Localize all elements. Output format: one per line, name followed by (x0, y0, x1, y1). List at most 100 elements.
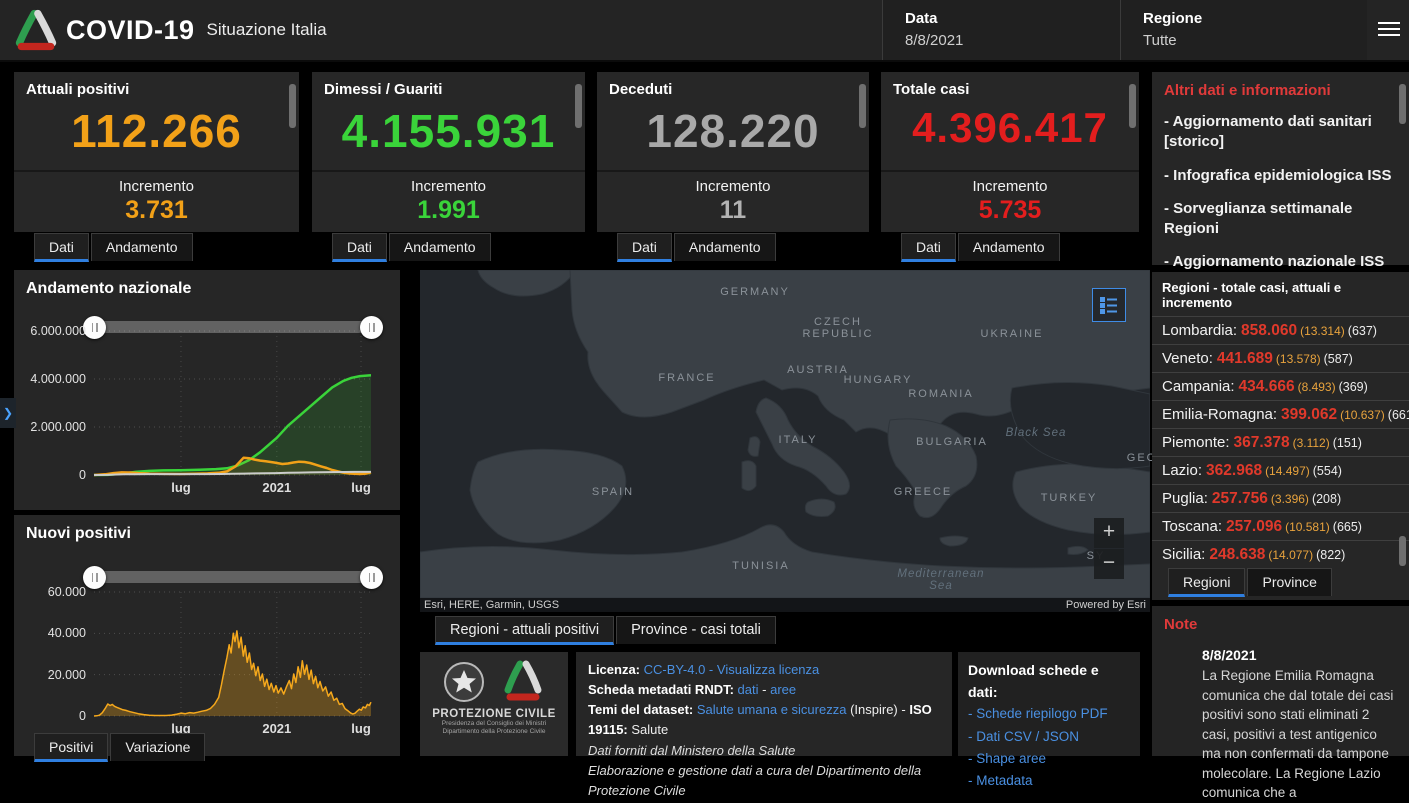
tab-andamento[interactable]: Andamento (90, 233, 193, 261)
card1-tabs: Dati Andamento (34, 233, 195, 263)
tab-positivi[interactable]: Positivi (34, 733, 109, 762)
region-name: Toscana: (1162, 518, 1223, 535)
card-totale-casi: Totale casi 4.396.417 Incremento 5.735 (881, 72, 1139, 232)
iso-value: Salute (631, 722, 669, 738)
rndt-aree-link[interactable]: aree (770, 682, 797, 698)
tab-andamento[interactable]: Andamento (673, 233, 776, 261)
temi-link[interactable]: Salute umana e sicurezza (696, 702, 847, 718)
time-slider-handle-right[interactable] (360, 316, 383, 339)
scrollbar-thumb[interactable] (859, 84, 866, 128)
card-increment-section: Incremento 3.731 (14, 170, 299, 232)
increment-label: Incremento (118, 178, 195, 195)
time-slider-handle-left[interactable] (83, 316, 106, 339)
card3-tabs: Dati Andamento (617, 233, 778, 263)
layer-list-icon[interactable] (1092, 288, 1126, 322)
link-aggiornamento-dati-sanitari[interactable]: - Aggiornamento dati sanitari [storico] (1164, 113, 1372, 151)
link-sorveglianza-regioni[interactable]: - Sorveglianza settimanale Regioni (1164, 199, 1353, 237)
region-name: Lombardia: (1162, 322, 1238, 339)
country-label: TURKEY (1040, 492, 1098, 504)
map-canvas (419, 269, 1151, 599)
time-slider-handle-right[interactable] (360, 566, 383, 589)
scrollbar-thumb[interactable] (1399, 536, 1406, 566)
tab-andamento[interactable]: Andamento (957, 233, 1060, 261)
download-metadata-link[interactable]: - Metadata (968, 773, 1033, 789)
increment-label: Incremento (972, 178, 1048, 195)
scrollbar-thumb[interactable] (1399, 84, 1406, 124)
country-label: HUNGARY (843, 374, 913, 386)
tab-dati[interactable]: Dati (901, 233, 956, 262)
tab-dati[interactable]: Dati (617, 233, 672, 262)
card-value: 4.396.417 (912, 104, 1108, 151)
menu-icon[interactable] (1378, 18, 1402, 42)
region-selector[interactable]: Regione Tutte (1120, 0, 1367, 60)
view-license-link[interactable]: Visualizza licenza (716, 662, 820, 677)
region-row[interactable]: Lombardia: 858.060 (13.314) (637) (1152, 316, 1409, 344)
date-selector[interactable]: Data 8/8/2021 (882, 0, 1120, 60)
region-name: Campania: (1162, 378, 1235, 395)
tab-map-regioni[interactable]: Regioni - attuali positivi (435, 616, 615, 645)
region-total: 257.756 (1211, 490, 1268, 507)
increment-value: 3.731 (125, 196, 188, 224)
logo-title: PROTEZIONE CIVILE (432, 708, 556, 720)
separator: - (708, 662, 714, 677)
region-attuali: (8.493) (1297, 380, 1336, 394)
tab-dati[interactable]: Dati (332, 233, 387, 262)
nuovi-positivi-panel: Nuovi positivi 60.000 40.000 20.000 0 lug 202… (14, 515, 400, 756)
scrollbar-thumb[interactable] (1129, 84, 1136, 128)
card-value: 112.266 (71, 105, 242, 157)
scrollbar-thumb[interactable] (575, 84, 582, 128)
region-row[interactable]: Puglia: 257.756 (3.396) (208) (1152, 484, 1409, 512)
y-axis-tick-label: 4.000.000 (30, 372, 86, 386)
increment-label: Incremento (410, 178, 487, 195)
country-label: TUNISIA (732, 560, 790, 572)
country-label: GREECE (893, 486, 953, 498)
zoom-in-button[interactable]: + (1094, 518, 1124, 548)
country-label: ROMANIA (908, 388, 974, 400)
rndt-dati-link[interactable]: dati (737, 682, 759, 698)
europe-map[interactable]: GERMANY CZECH REPUBLIC UKRAINE AUSTRIA HUNGA… (419, 269, 1155, 612)
license-link[interactable]: CC-BY-4.0 (643, 662, 706, 677)
region-increment: (587) (1323, 352, 1353, 366)
region-row[interactable]: Piemonte: 367.378 (3.112) (151) (1152, 428, 1409, 456)
scrollbar-thumb[interactable] (289, 84, 296, 128)
tab-variazione[interactable]: Variazione (110, 733, 206, 761)
region-attuali: (10.581) (1285, 520, 1330, 534)
region-value: Tutte (1143, 32, 1177, 49)
expand-panel-chevron-icon[interactable]: ❯ (0, 398, 16, 428)
country-label: UKRAINE (980, 328, 1044, 340)
tab-map-province[interactable]: Province - casi totali (616, 616, 776, 644)
region-row[interactable]: Lazio: 362.968 (14.497) (554) (1152, 456, 1409, 484)
time-slider-handle-left[interactable] (83, 566, 106, 589)
time-slider-track[interactable] (94, 571, 371, 583)
download-pdf-link[interactable]: - Schede riepilogo PDF (968, 706, 1108, 722)
increment-value: 11 (719, 196, 747, 224)
region-row[interactable]: Emilia-Romagna:399.062(10.637)(661) (1152, 400, 1409, 428)
tab-province[interactable]: Province (1247, 568, 1332, 596)
zoom-out-button[interactable]: − (1094, 549, 1124, 579)
card4-tabs: Dati Andamento (901, 233, 1062, 263)
nuovi-positivi-chart (93, 591, 372, 717)
country-label: FRANCE (658, 372, 716, 384)
note-date: 8/8/2021 (1202, 647, 1257, 663)
tab-andamento[interactable]: Andamento (388, 233, 491, 261)
region-attuali: (3.396) (1270, 492, 1309, 506)
iso-label: ISO 19115: (588, 702, 932, 738)
nuovi-positivi-tabs: Positivi Variazione (34, 733, 207, 763)
download-csv-json-link[interactable]: - Dati CSV / JSON (968, 728, 1080, 744)
tab-regioni[interactable]: Regioni (1168, 568, 1246, 597)
card-attuali-positivi: Attuali positivi 112.266 Incremento 3.73… (14, 72, 299, 232)
region-total: 367.378 (1233, 434, 1290, 451)
region-total: 362.968 (1206, 462, 1263, 479)
link-aggiornamento-nazionale-iss[interactable]: - Aggiornamento nazionale ISS (1164, 253, 1385, 271)
download-shape-link[interactable]: - Shape aree (968, 750, 1047, 766)
time-slider-track[interactable] (94, 321, 371, 333)
logo-subtitle-1: Presidenza del Consiglio dei Ministri (441, 720, 547, 727)
link-infografica-iss[interactable]: - Infografica epidemiologica ISS (1164, 166, 1392, 184)
region-row[interactable]: Toscana: 257.096 (10.581) (665) (1152, 512, 1409, 540)
region-row[interactable]: Sicilia: 248.638 (14.077) (822) (1152, 540, 1409, 568)
y-axis-tick-label: 20.000 (47, 667, 86, 682)
region-row[interactable]: Veneto: 441.689 (13.578) (587) (1152, 344, 1409, 372)
region-row[interactable]: Campania: 434.666 (8.493) (369) (1152, 372, 1409, 400)
y-axis-tick-label: 40.000 (47, 626, 86, 641)
tab-dati[interactable]: Dati (34, 233, 89, 262)
